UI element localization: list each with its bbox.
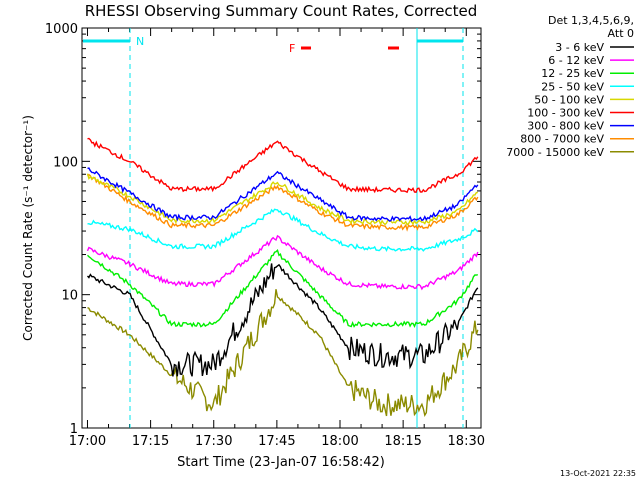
x-tick-label: 17:00 xyxy=(69,434,106,449)
series-line-3 xyxy=(87,208,479,253)
legend-label: 300 - 800 keV xyxy=(527,120,604,133)
chart-title: RHESSI Observing Summary Count Rates, Co… xyxy=(85,2,478,20)
y-axis-ticks: 1 10 100 1000 xyxy=(45,22,481,437)
series-line-0 xyxy=(86,263,479,377)
legend-header-2: Att 0 xyxy=(608,27,634,40)
x-tick-label: 18:00 xyxy=(321,434,358,449)
legend-label: 6 - 12 keV xyxy=(548,54,604,67)
legend-label: 3 - 6 keV xyxy=(555,41,604,54)
series-line-5 xyxy=(87,137,479,194)
y-tick-label: 10 xyxy=(61,289,78,304)
series-line-6 xyxy=(87,167,479,223)
x-tick-label: 17:45 xyxy=(258,434,295,449)
legend-label: 7000 - 15000 keV xyxy=(506,146,604,159)
x-tick-label: 17:15 xyxy=(132,434,169,449)
legend-label: 25 - 50 keV xyxy=(541,80,604,93)
timestamp: 13-Oct-2021 22:35 xyxy=(560,469,636,478)
series-line-4 xyxy=(86,173,478,226)
x-tick-label: 18:15 xyxy=(384,434,421,449)
series-line-7 xyxy=(87,173,479,232)
x-axis-label: Start Time (23-Jan-07 16:58:42) xyxy=(177,455,385,470)
legend-label: 100 - 300 keV xyxy=(527,107,604,120)
legend-label: 50 - 100 keV xyxy=(534,93,604,106)
y-tick-label: 100 xyxy=(53,155,78,170)
legend-label: 12 - 25 keV xyxy=(541,67,604,80)
x-axis-ticks: 17:00 17:15 17:30 17:45 18:00 18:15 18:30 xyxy=(69,28,485,449)
series-group xyxy=(86,137,479,417)
y-tick-label: 1 xyxy=(70,422,78,437)
x-tick-label: 18:30 xyxy=(448,434,485,449)
series-line-1 xyxy=(86,234,479,291)
night-label: N xyxy=(136,35,144,48)
series-line-8 xyxy=(87,289,479,417)
flare-label: F xyxy=(289,42,295,55)
legend-label: 800 - 7000 keV xyxy=(520,133,604,146)
series-line-2 xyxy=(86,248,478,328)
y-tick-label: 1000 xyxy=(45,22,78,37)
y-axis-label: Corrected Count Rate (s⁻¹ detector⁻¹) xyxy=(21,115,35,341)
plot-frame xyxy=(81,27,482,429)
x-tick-label: 17:30 xyxy=(195,434,232,449)
legend-header-1: Det 1,3,4,5,6,9, xyxy=(548,14,634,27)
